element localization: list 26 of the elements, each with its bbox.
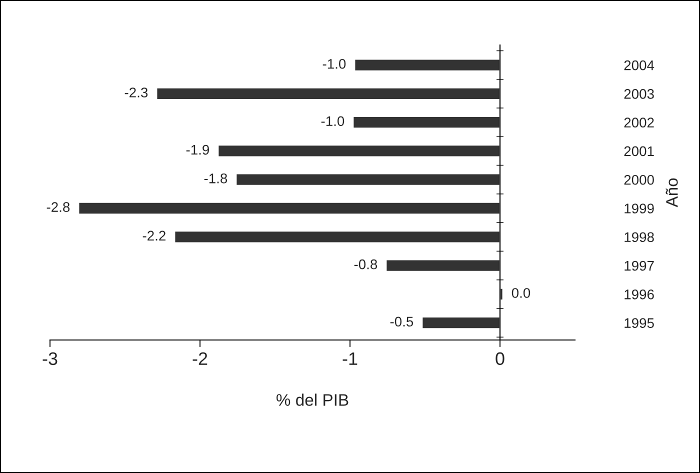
- data-label: -1.0: [321, 116, 344, 126]
- data-label: -1.8: [204, 174, 228, 184]
- data-label: -0.8: [354, 259, 378, 270]
- data-label: -2.2: [142, 230, 166, 240]
- y-tick-label: 2002: [624, 118, 654, 128]
- y-tick-label: 1997: [624, 260, 654, 271]
- data-label: -1.9: [186, 144, 210, 155]
- x-tick-label: 0: [496, 352, 504, 366]
- x-tick-label: -3: [42, 352, 58, 366]
- data-label: -2.8: [46, 202, 70, 212]
- data-label: -0.5: [390, 316, 414, 327]
- data-label: 0.0: [512, 288, 530, 298]
- y-tick-label: 2004: [624, 60, 654, 70]
- y-tick-label: 2000: [624, 174, 654, 185]
- y-tick-label: 1998: [624, 232, 654, 242]
- x-tick-label: -2: [192, 352, 208, 365]
- y-tick-label: 1995: [624, 318, 654, 328]
- y-tick-label: 1999: [624, 204, 654, 214]
- x-tick-label: -1: [342, 352, 358, 365]
- y-axis-title: Año: [666, 178, 678, 208]
- x-axis-title: % del PIB: [276, 394, 348, 406]
- y-tick-label: 2001: [624, 146, 654, 156]
- data-label: -2.3: [124, 88, 148, 98]
- data-label: -1.0: [322, 58, 346, 69]
- y-tick-label: 2003: [624, 89, 654, 99]
- y-tick-label: 1996: [624, 290, 654, 300]
